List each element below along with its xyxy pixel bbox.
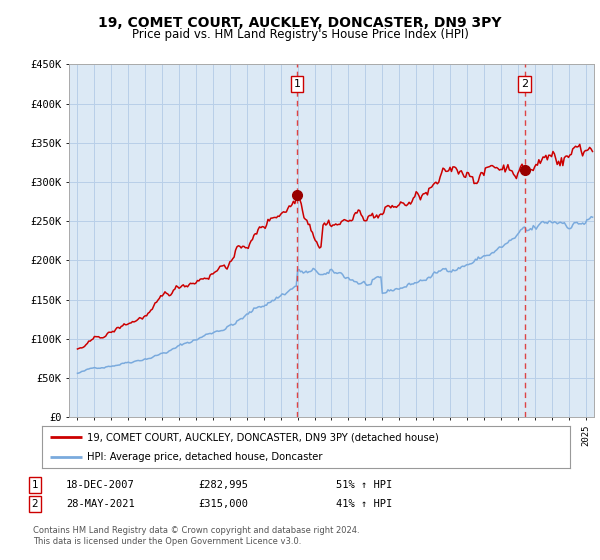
Text: 28-MAY-2021: 28-MAY-2021 [66, 499, 135, 509]
Text: 18-DEC-2007: 18-DEC-2007 [66, 480, 135, 490]
Text: 2: 2 [521, 79, 528, 89]
Text: £282,995: £282,995 [198, 480, 248, 490]
Text: HPI: Average price, detached house, Doncaster: HPI: Average price, detached house, Donc… [87, 452, 322, 462]
Text: £315,000: £315,000 [198, 499, 248, 509]
Text: 41% ↑ HPI: 41% ↑ HPI [336, 499, 392, 509]
Text: 51% ↑ HPI: 51% ↑ HPI [336, 480, 392, 490]
Text: 2: 2 [31, 499, 38, 509]
Text: 19, COMET COURT, AUCKLEY, DONCASTER, DN9 3PY (detached house): 19, COMET COURT, AUCKLEY, DONCASTER, DN9… [87, 432, 439, 442]
Text: 1: 1 [31, 480, 38, 490]
Text: Contains HM Land Registry data © Crown copyright and database right 2024.
This d: Contains HM Land Registry data © Crown c… [33, 526, 359, 546]
Text: 19, COMET COURT, AUCKLEY, DONCASTER, DN9 3PY: 19, COMET COURT, AUCKLEY, DONCASTER, DN9… [98, 16, 502, 30]
Text: 1: 1 [293, 79, 301, 89]
Text: Price paid vs. HM Land Registry's House Price Index (HPI): Price paid vs. HM Land Registry's House … [131, 28, 469, 41]
